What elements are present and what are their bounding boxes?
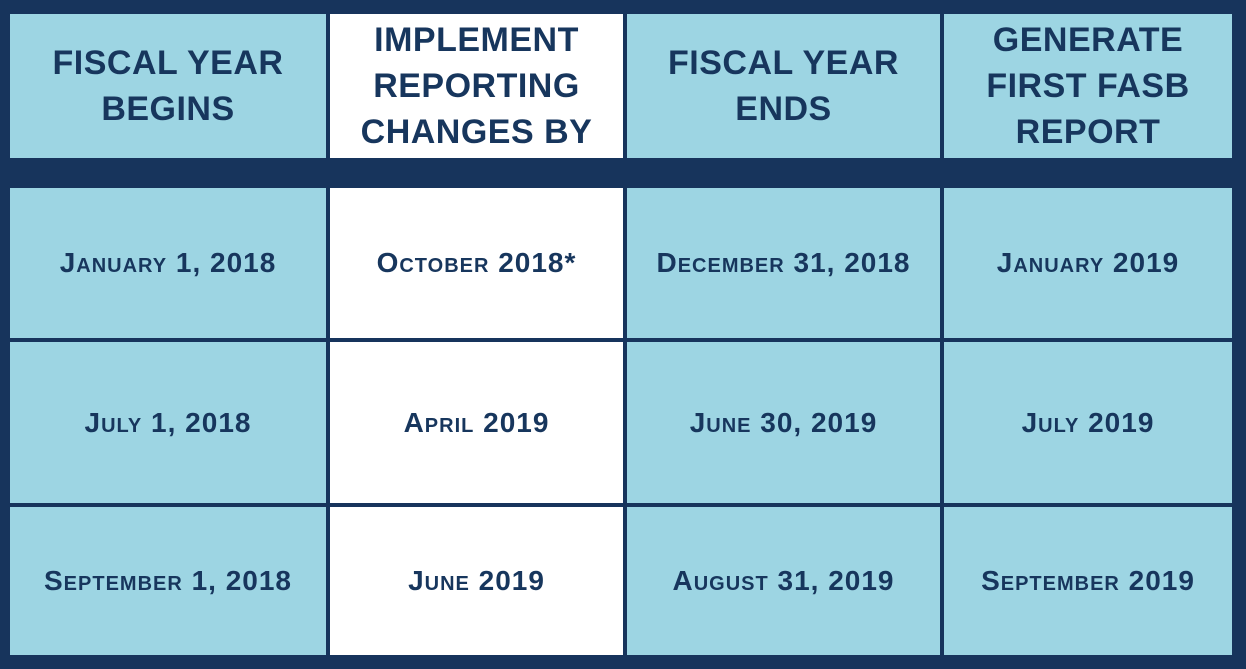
cell-text: September 2019: [981, 565, 1195, 596]
table-cell: July 1, 2018: [10, 342, 326, 503]
cell-text: June 2019: [408, 565, 545, 596]
header-text: REPORT: [1015, 113, 1161, 151]
cell-text: June 30, 2019: [689, 406, 878, 438]
header-cell: FISCAL YEAR BEGINS: [10, 14, 326, 158]
header-cell: FISCAL YEAR ENDS: [627, 14, 940, 158]
table-cell: January 1, 2018: [10, 188, 326, 338]
cell-text: August 31, 2019: [672, 565, 895, 596]
header-text: FISCAL YEAR: [52, 44, 284, 82]
cell-text: January 2019: [996, 247, 1180, 278]
header-cell: GENERATE FIRST FASB REPORT: [944, 14, 1232, 158]
cell-text: October 2018*: [376, 247, 577, 278]
cell-text: July 1, 2018: [84, 406, 252, 438]
header-text: REPORTING: [373, 67, 580, 105]
cell-text: April 2019: [403, 406, 550, 438]
table-cell: October 2018*: [330, 188, 623, 338]
table-cell: June 30, 2019: [627, 342, 940, 503]
cell-text: December 31, 2018: [656, 247, 911, 278]
header-text: CHANGES BY: [360, 113, 593, 151]
header-text: IMPLEMENT: [374, 21, 579, 59]
table-cell: April 2019: [330, 342, 623, 503]
header-text: GENERATE: [992, 21, 1184, 59]
table-cell: June 2019: [330, 507, 623, 655]
header-text: ENDS: [735, 90, 832, 128]
table-cell: September 1, 2018: [10, 507, 326, 655]
cell-text: July 2019: [1021, 406, 1155, 438]
header-text: FIRST FASB: [986, 67, 1190, 105]
cell-text: January 1, 2018: [59, 247, 277, 278]
header-text: BEGINS: [101, 90, 235, 128]
table-cell: December 31, 2018: [627, 188, 940, 338]
header-text: FISCAL YEAR: [668, 44, 899, 82]
header-cell: IMPLEMENT REPORTING CHANGES BY: [330, 14, 623, 158]
table-cell: January 2019: [944, 188, 1232, 338]
table-cell: July 2019: [944, 342, 1232, 503]
table-cell: September 2019: [944, 507, 1232, 655]
table-cell: August 31, 2019: [627, 507, 940, 655]
cell-text: September 1, 2018: [44, 565, 292, 596]
